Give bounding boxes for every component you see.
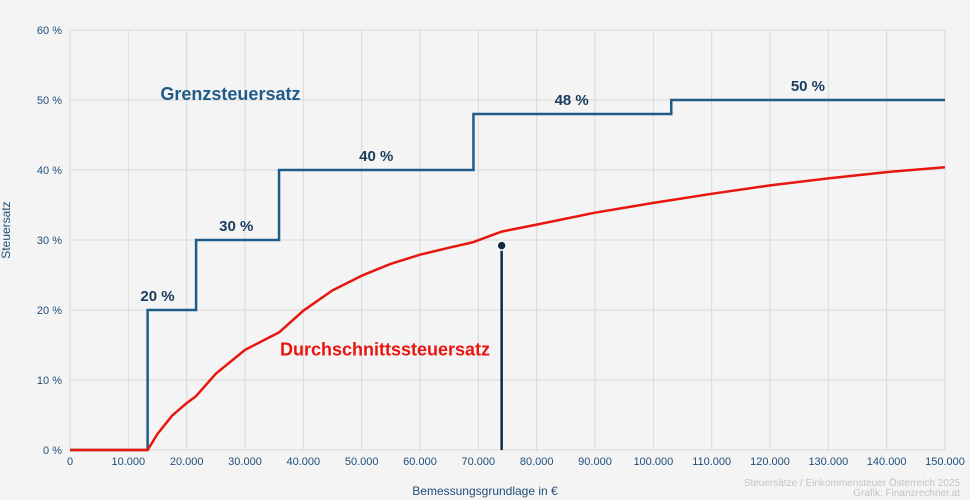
y-tick-label: 50 % bbox=[37, 95, 62, 107]
series bbox=[70, 98, 946, 452]
step-rate-label: 40 % bbox=[359, 148, 393, 165]
x-axis-title: Bemessungsgrundlage in € bbox=[412, 484, 558, 498]
x-tick-label: 70.000 bbox=[462, 456, 496, 468]
x-tick-label: 110.000 bbox=[692, 456, 731, 468]
x-tick-label: 140.000 bbox=[867, 456, 907, 468]
x-tick-label: 0 bbox=[67, 456, 73, 468]
series-line-grenzsteuersatz bbox=[70, 98, 945, 452]
x-tick-label: 150.000 bbox=[925, 456, 965, 468]
x-tick-label: 100.000 bbox=[633, 456, 673, 468]
y-tick-label: 10 % bbox=[37, 375, 62, 387]
step-rate-label: 20 % bbox=[140, 288, 174, 305]
x-tick-label: 30.000 bbox=[228, 456, 262, 468]
footnote-source: Steuersätze / Einkommensteuer Österreich… bbox=[744, 477, 961, 489]
x-tick-label: 90.000 bbox=[578, 456, 612, 468]
marker-point bbox=[496, 240, 507, 251]
step-rate-label: 30 % bbox=[219, 218, 253, 235]
series-line-durchschnittssteuersatz bbox=[70, 165, 946, 452]
y-tick-label: 40 % bbox=[37, 165, 62, 177]
y-tick-label: 30 % bbox=[37, 235, 62, 247]
series-label: Durchschnittssteuersatz bbox=[280, 340, 490, 360]
step-rate-label: 48 % bbox=[555, 92, 589, 109]
step-rate-label: 50 % bbox=[791, 78, 825, 95]
footnote-credit: Grafik: Finanzrechner.at bbox=[853, 488, 960, 499]
x-tick-label: 40.000 bbox=[287, 456, 321, 468]
y-tick-label: 20 % bbox=[37, 305, 62, 317]
x-tick-label: 120.000 bbox=[750, 456, 790, 468]
y-axis-title: Steuersatz bbox=[0, 201, 13, 258]
x-tick-label: 20.000 bbox=[170, 456, 204, 468]
y-tick-label: 0 % bbox=[43, 445, 62, 457]
labels: 20 % 30 % 40 % 48 % 50 % Grenzsteuersatz Durch… bbox=[140, 78, 825, 360]
series-label: Grenzsteuersatz bbox=[160, 84, 300, 104]
x-tick-label: 130.000 bbox=[808, 456, 848, 468]
x-tick-label: 80.000 bbox=[520, 456, 554, 468]
x-tick-label: 60.000 bbox=[403, 456, 437, 468]
axes: 0 10.000 20.000 30.000 40.000 50.000 60.000 70.… bbox=[37, 25, 965, 468]
x-tick-label: 50.000 bbox=[345, 456, 379, 468]
x-tick-label: 10.000 bbox=[112, 456, 146, 468]
y-tick-label: 60 % bbox=[37, 25, 62, 37]
